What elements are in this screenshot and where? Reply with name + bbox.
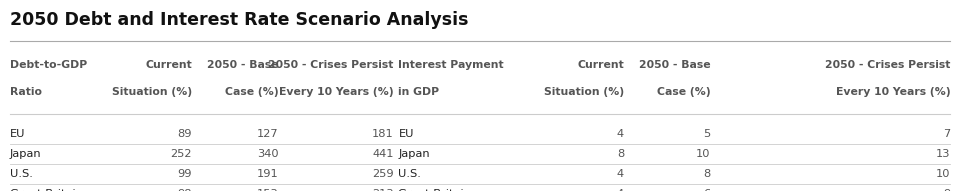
Text: 191: 191 [256,169,278,179]
Text: EU: EU [398,129,414,139]
Text: 441: 441 [372,149,394,159]
Text: Great Britain: Great Britain [398,189,471,191]
Text: Japan: Japan [10,149,41,159]
Text: Case (%): Case (%) [225,87,278,97]
Text: 4: 4 [617,189,624,191]
Text: U.S.: U.S. [398,169,421,179]
Text: U.S.: U.S. [10,169,33,179]
Text: Situation (%): Situation (%) [112,87,192,97]
Text: 181: 181 [372,129,394,139]
Text: 340: 340 [256,149,278,159]
Text: Japan: Japan [398,149,430,159]
Text: 2050 - Crises Persist: 2050 - Crises Persist [825,60,950,70]
Text: Interest Payment: Interest Payment [398,60,504,70]
Text: 9: 9 [943,189,950,191]
Text: 127: 127 [256,129,278,139]
Text: 4: 4 [617,129,624,139]
Text: 259: 259 [372,169,394,179]
Text: 98: 98 [178,189,192,191]
Text: 10: 10 [936,169,950,179]
Text: Situation (%): Situation (%) [544,87,624,97]
Text: Every 10 Years (%): Every 10 Years (%) [836,87,950,97]
Text: Current: Current [577,60,624,70]
Text: 7: 7 [943,129,950,139]
Text: Debt-to-GDP: Debt-to-GDP [10,60,86,70]
Text: 5: 5 [703,129,710,139]
Text: EU: EU [10,129,25,139]
Text: Case (%): Case (%) [657,87,710,97]
Text: 13: 13 [936,149,950,159]
Text: Great Britain: Great Britain [10,189,83,191]
Text: 89: 89 [178,129,192,139]
Text: 252: 252 [171,149,192,159]
Text: Every 10 Years (%): Every 10 Years (%) [279,87,394,97]
Text: Ratio: Ratio [10,87,41,97]
Text: 6: 6 [704,189,710,191]
Text: 2050 Debt and Interest Rate Scenario Analysis: 2050 Debt and Interest Rate Scenario Ana… [10,11,468,28]
Text: 213: 213 [372,189,394,191]
Text: Current: Current [145,60,192,70]
Text: 99: 99 [178,169,192,179]
Text: in GDP: in GDP [398,87,440,97]
Text: 153: 153 [256,189,278,191]
Text: 8: 8 [616,149,624,159]
Text: 2050 - Base: 2050 - Base [206,60,278,70]
Text: 8: 8 [703,169,710,179]
Text: 4: 4 [617,169,624,179]
Text: 2050 - Crises Persist: 2050 - Crises Persist [268,60,394,70]
Text: 10: 10 [696,149,710,159]
Text: 2050 - Base: 2050 - Base [638,60,710,70]
